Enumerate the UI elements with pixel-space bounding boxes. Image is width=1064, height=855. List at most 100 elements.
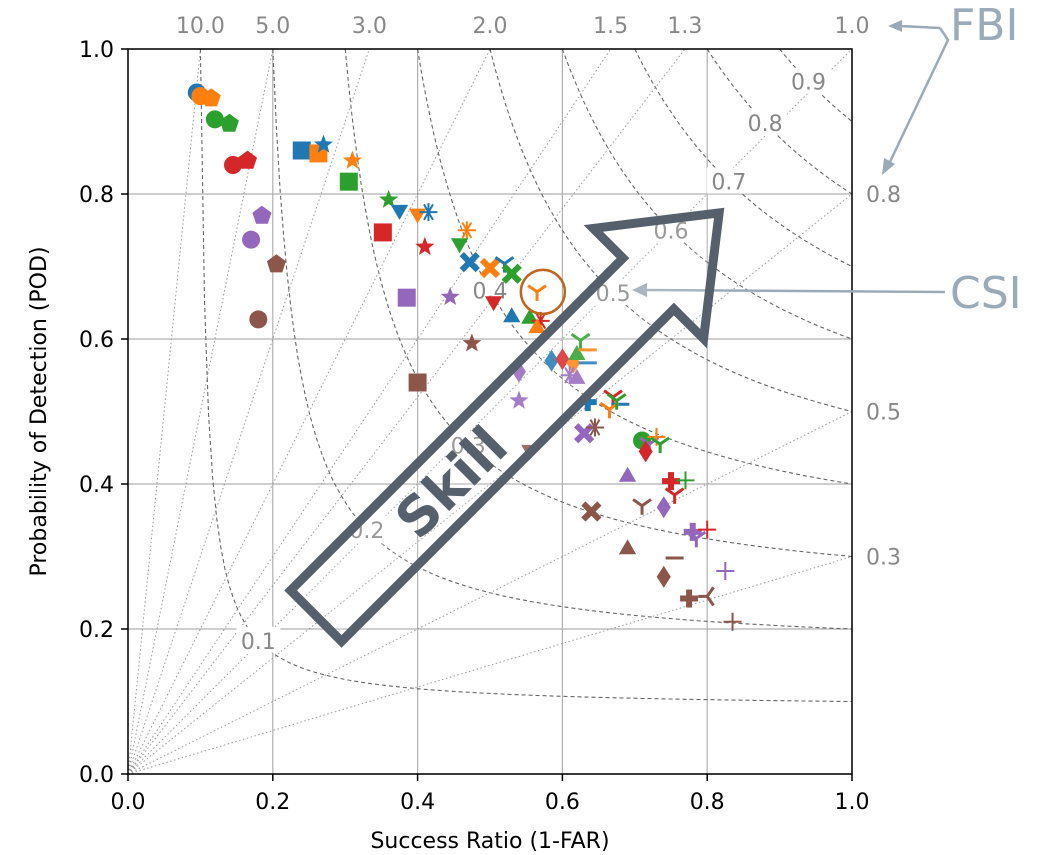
bias-label: 5.0 bbox=[255, 14, 290, 39]
csi-curve bbox=[344, 49, 852, 558]
data-point bbox=[544, 349, 559, 372]
marker-x bbox=[479, 257, 501, 279]
marker-tri bbox=[705, 595, 715, 607]
data-point bbox=[485, 296, 503, 312]
csi-arrow bbox=[644, 288, 946, 294]
marker-triangle-down bbox=[390, 204, 409, 220]
data-point bbox=[408, 373, 427, 392]
marker-square bbox=[292, 141, 311, 160]
marker-tri bbox=[673, 487, 685, 497]
marker-diamond bbox=[555, 348, 570, 371]
data-point bbox=[266, 254, 286, 273]
data-point bbox=[683, 522, 702, 541]
csi-label: 0.8 bbox=[748, 112, 783, 137]
marker-triangle bbox=[568, 345, 586, 360]
csi-label: 0.5 bbox=[596, 282, 631, 307]
marker-tri bbox=[664, 487, 676, 497]
data-point bbox=[656, 565, 671, 588]
data-point bbox=[201, 88, 221, 107]
bias-label: 2.0 bbox=[473, 14, 508, 39]
marker-circle bbox=[223, 156, 242, 174]
fbi-arrowhead-down bbox=[882, 158, 895, 175]
data-point bbox=[698, 586, 715, 607]
data-point bbox=[390, 204, 409, 220]
marker-triangle-down bbox=[450, 238, 469, 254]
x-tick-label: 0.8 bbox=[690, 790, 725, 815]
bias-line bbox=[128, 49, 201, 774]
csi-curve bbox=[634, 49, 852, 267]
marker-star bbox=[440, 286, 460, 305]
marker-star bbox=[509, 390, 529, 409]
data-point bbox=[292, 141, 311, 160]
marker-star bbox=[415, 236, 435, 255]
csi-label-bg bbox=[706, 167, 751, 194]
y-axis-title: Probability of Detection (POD) bbox=[27, 246, 52, 576]
data-point bbox=[397, 288, 416, 307]
csi-curve bbox=[561, 49, 852, 340]
data-point bbox=[459, 252, 480, 273]
annotations: FBI CSI Skill bbox=[284, 0, 1022, 648]
marker-circle bbox=[249, 310, 268, 329]
csi-arrowhead bbox=[632, 283, 647, 297]
data-point bbox=[664, 487, 685, 504]
y-tick-label: 0.4 bbox=[79, 473, 114, 498]
data-point bbox=[408, 208, 427, 224]
marker-tri bbox=[612, 389, 623, 399]
data-point bbox=[570, 332, 591, 350]
marker-pentagon bbox=[201, 88, 221, 107]
x-tick-label: 0.6 bbox=[545, 790, 580, 815]
data-point bbox=[440, 286, 460, 305]
marker-tri bbox=[599, 401, 611, 411]
axes: 0.0 0.2 0.4 0.6 0.8 1.0 0.0 0.2 0.4 0.6 0.8 1.0 Succ… bbox=[27, 38, 870, 854]
x-tick-label: 0.2 bbox=[255, 790, 290, 815]
data-point bbox=[509, 390, 529, 409]
skill-arrow-outline bbox=[284, 207, 725, 648]
marker-star bbox=[314, 134, 333, 153]
bias-label: 0.5 bbox=[866, 401, 901, 426]
bias-label: 1.0 bbox=[835, 14, 870, 39]
data-point bbox=[723, 612, 742, 631]
fbi-arrow-down bbox=[886, 27, 950, 167]
csi-curve bbox=[706, 49, 852, 195]
fbi-label: FBI bbox=[950, 0, 1018, 51]
marker-diamond bbox=[638, 440, 653, 463]
data-point bbox=[219, 113, 239, 132]
y-tick-label: 0.2 bbox=[79, 618, 114, 643]
csi-curve bbox=[199, 49, 852, 703]
marker-tri bbox=[527, 284, 538, 294]
data-point bbox=[686, 530, 707, 548]
data-point bbox=[555, 348, 570, 371]
marker-star bbox=[342, 150, 362, 169]
marker-pentagon bbox=[219, 113, 239, 132]
bias-label: 3.0 bbox=[352, 14, 387, 39]
data-point bbox=[680, 589, 699, 608]
marker-star bbox=[462, 333, 482, 352]
data-point bbox=[237, 150, 257, 169]
csi-curve bbox=[489, 49, 852, 413]
data-point bbox=[450, 238, 469, 254]
x-tick-label: 0.4 bbox=[400, 790, 435, 815]
marker-x bbox=[501, 263, 522, 284]
data-points bbox=[187, 83, 742, 631]
marker-tri bbox=[494, 256, 506, 265]
data-point bbox=[462, 333, 482, 352]
data-point bbox=[716, 562, 735, 580]
data-point bbox=[314, 134, 333, 153]
data-point bbox=[479, 257, 501, 279]
marker-triangle bbox=[503, 307, 521, 323]
marker-tri bbox=[606, 393, 618, 402]
data-point bbox=[252, 205, 272, 224]
data-point bbox=[379, 189, 399, 208]
data-point bbox=[606, 393, 627, 410]
data-point bbox=[223, 156, 242, 174]
plot-frame bbox=[127, 48, 853, 775]
marker-tri bbox=[639, 436, 651, 446]
marker-pentagon bbox=[237, 150, 257, 169]
marker-triangle bbox=[528, 318, 546, 334]
csi-label: 0.7 bbox=[711, 171, 746, 196]
marker-circle bbox=[242, 230, 261, 249]
bias-line bbox=[128, 49, 612, 774]
marker-tri bbox=[686, 530, 698, 540]
csi-curve bbox=[272, 49, 852, 630]
data-point bbox=[503, 307, 521, 323]
